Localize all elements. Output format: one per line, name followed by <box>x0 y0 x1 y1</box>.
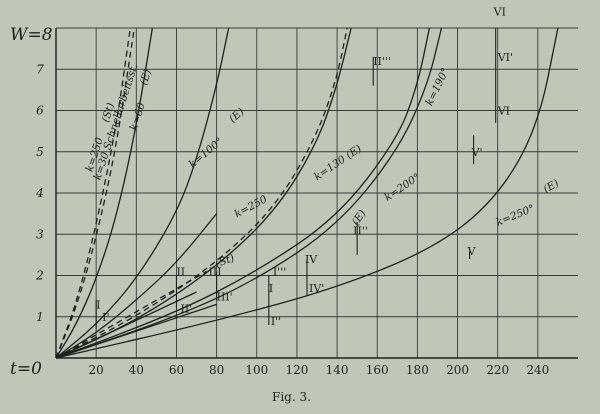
annotation-25: IV' <box>309 282 324 295</box>
y-tick-label-3: 4 <box>35 186 44 200</box>
annotation-9: k=130 (E) <box>312 143 364 183</box>
y-axis-title: W=8 <box>10 25 53 45</box>
series-line-1 <box>55 27 135 359</box>
x-tick-label-5: 120 <box>285 363 308 377</box>
annotation-26: II'' <box>353 224 368 237</box>
annotation-30: VI <box>493 6 506 19</box>
axes <box>55 28 578 359</box>
grid <box>56 27 578 358</box>
y-tick-label-0: 1 <box>36 310 44 324</box>
annotation-21: I''' <box>273 266 286 279</box>
x-tick-label-4: 100 <box>245 363 268 377</box>
y-tick-label-6: 7 <box>36 62 44 76</box>
x-tick-label-1: 40 <box>129 363 144 377</box>
series-line-9 <box>55 27 559 359</box>
series-group <box>55 27 559 359</box>
series-line-10 <box>55 303 217 359</box>
annotation-28: V <box>467 245 477 258</box>
annotation-3: k=60 <box>128 101 148 132</box>
annotation-4: (E) <box>138 68 154 87</box>
annotation-20: III' <box>217 290 233 303</box>
annotation-13: k=250° <box>494 203 536 229</box>
annotation-17: II <box>176 266 185 279</box>
annotation-16: I' <box>102 311 109 324</box>
x-tick-label-6: 140 <box>326 363 349 377</box>
annotation-12: k=190° <box>423 66 452 108</box>
series-line-3 <box>55 27 230 359</box>
annotation-5: k=100° <box>187 135 226 170</box>
series-line-5 <box>55 27 348 359</box>
x-tick-label-10: 220 <box>486 363 509 377</box>
series-line-8 <box>55 27 443 359</box>
series-line-11 <box>55 291 197 359</box>
annotation-23: I'' <box>271 315 281 328</box>
vertical-markers <box>95 28 497 330</box>
tick-labels: 20 40 60 80 100 120 140 160 180 200 220 240 1 2 3 4 5 6 7 <box>35 62 549 377</box>
annotations: k=250(St)k=30 Schnellarbeitsst.k=60(E)k=… <box>84 6 562 328</box>
annotation-6: (E) <box>227 106 247 125</box>
y-tick-label-4: 5 <box>36 145 44 159</box>
series-line-7 <box>55 27 431 359</box>
x-axis-title: t=0 <box>10 359 42 379</box>
y-tick-label-1: 2 <box>35 269 44 283</box>
x-tick-label-0: 20 <box>89 363 104 377</box>
series-line-12 <box>55 270 207 359</box>
annotation-18: II' <box>180 303 192 316</box>
annotation-27: II''' <box>373 55 391 68</box>
annotation-19: III <box>209 266 222 279</box>
x-tick-label-9: 200 <box>446 363 469 377</box>
annotation-22: I <box>269 282 273 295</box>
x-tick-label-3: 80 <box>209 363 224 377</box>
annotation-15: I <box>96 299 100 312</box>
annotation-32: VI <box>497 105 510 118</box>
x-tick-label-11: 240 <box>526 363 549 377</box>
y-tick-label-5: 6 <box>36 104 44 118</box>
annotation-11: k=200° <box>382 171 422 204</box>
figure-caption: Fig. 3. <box>272 390 311 404</box>
series-line-2 <box>55 27 154 359</box>
annotation-1: (St) <box>100 101 117 123</box>
annotation-29: V' <box>471 146 483 159</box>
annotation-31: VI' <box>497 51 513 64</box>
annotation-24: IV <box>305 253 318 266</box>
x-tick-label-8: 180 <box>406 363 429 377</box>
y-tick-label-2: 3 <box>36 227 44 241</box>
x-tick-label-7: 160 <box>366 363 389 377</box>
x-tick-label-2: 60 <box>169 363 184 377</box>
